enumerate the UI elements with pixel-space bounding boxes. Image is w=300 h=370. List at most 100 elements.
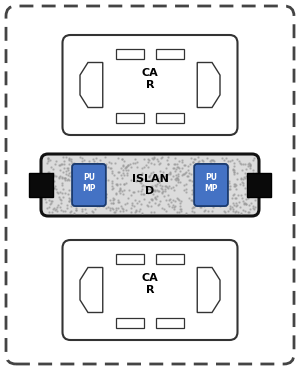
Point (210, 193, 215, 199)
Point (63, 154, 68, 160)
Point (168, 196, 172, 202)
Point (179, 165, 184, 171)
Point (246, 182, 251, 188)
Point (57, 162, 62, 168)
Point (45, 158, 50, 164)
Bar (116, 49, 144, 59)
Point (233, 195, 238, 201)
Point (176, 179, 181, 185)
Point (78, 178, 83, 184)
Point (171, 165, 176, 171)
Point (67, 156, 71, 162)
Point (233, 209, 238, 215)
Point (65, 172, 70, 178)
Point (161, 206, 166, 212)
Point (228, 186, 232, 192)
Point (44, 185, 49, 191)
Point (176, 173, 181, 179)
Point (160, 183, 165, 189)
Point (220, 196, 225, 202)
Point (122, 181, 126, 186)
Point (127, 161, 132, 167)
Point (101, 201, 106, 206)
Point (71, 167, 76, 173)
Point (241, 201, 246, 207)
Point (228, 158, 232, 164)
Point (44, 173, 48, 179)
Point (175, 164, 179, 170)
Point (116, 197, 120, 203)
Point (57, 173, 62, 179)
Point (184, 181, 189, 187)
Point (252, 204, 257, 210)
Point (92, 158, 97, 164)
Point (160, 188, 165, 194)
Point (214, 176, 219, 182)
Point (93, 189, 98, 195)
Point (175, 175, 180, 181)
Point (95, 203, 100, 209)
Point (122, 181, 126, 186)
Point (69, 169, 74, 175)
Point (170, 165, 175, 171)
Point (67, 173, 72, 179)
Point (122, 158, 126, 164)
Point (244, 196, 249, 202)
Point (118, 187, 122, 193)
Point (253, 197, 258, 203)
Point (190, 159, 195, 165)
Point (94, 166, 99, 172)
Point (170, 198, 175, 204)
Point (215, 195, 220, 201)
Point (167, 184, 172, 189)
Point (50, 171, 55, 176)
Point (213, 197, 218, 203)
Point (61, 165, 66, 171)
Point (178, 206, 183, 212)
Point (200, 193, 205, 199)
Point (209, 157, 214, 163)
Point (109, 186, 114, 192)
Point (74, 171, 79, 177)
Point (216, 165, 221, 171)
Point (54, 158, 59, 164)
Point (242, 174, 247, 179)
Bar (156, 49, 184, 59)
Point (196, 169, 201, 175)
Point (182, 182, 186, 188)
Point (183, 170, 188, 176)
Point (122, 201, 127, 207)
Point (71, 197, 76, 203)
Point (76, 161, 81, 167)
Point (176, 164, 180, 169)
Point (247, 162, 252, 168)
Point (156, 202, 161, 208)
Point (171, 173, 176, 179)
Point (166, 161, 171, 167)
Point (118, 190, 123, 196)
Point (144, 162, 148, 168)
Point (149, 197, 154, 203)
Point (199, 169, 203, 175)
Point (45, 205, 50, 211)
Point (99, 199, 103, 205)
Point (101, 180, 106, 186)
Point (243, 185, 248, 191)
Point (66, 176, 71, 182)
Point (69, 208, 74, 214)
Point (163, 188, 168, 194)
Point (193, 157, 198, 162)
Point (117, 169, 122, 175)
Point (69, 203, 74, 209)
Point (142, 191, 147, 196)
Point (140, 165, 145, 171)
Point (94, 172, 99, 178)
Point (186, 167, 191, 173)
Point (146, 203, 151, 209)
Point (68, 196, 73, 202)
Point (250, 186, 255, 192)
Point (227, 183, 232, 189)
Point (182, 162, 186, 168)
Point (59, 200, 64, 206)
Point (158, 182, 162, 188)
